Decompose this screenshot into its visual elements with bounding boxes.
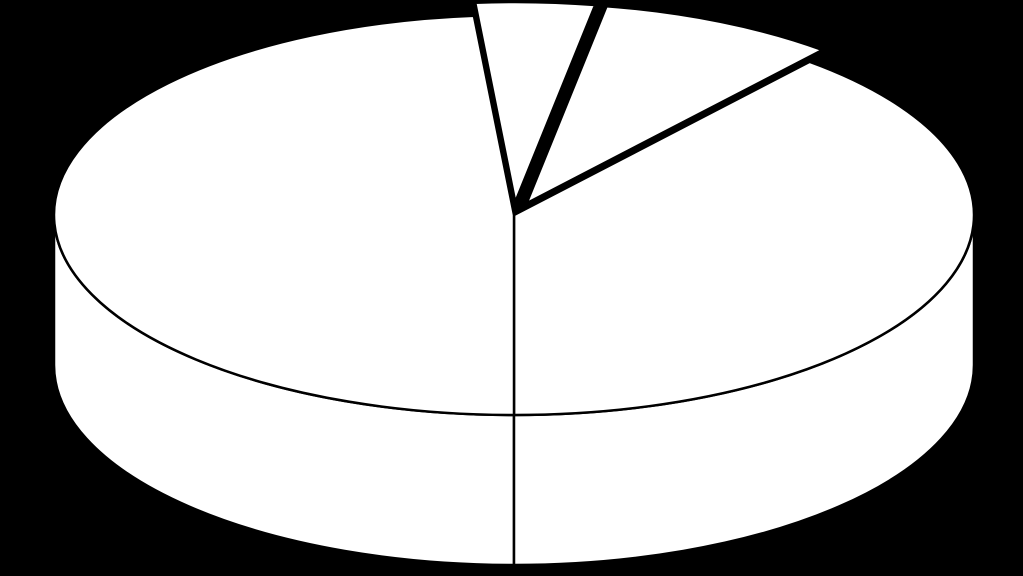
pie-chart-3d: [0, 0, 1023, 576]
